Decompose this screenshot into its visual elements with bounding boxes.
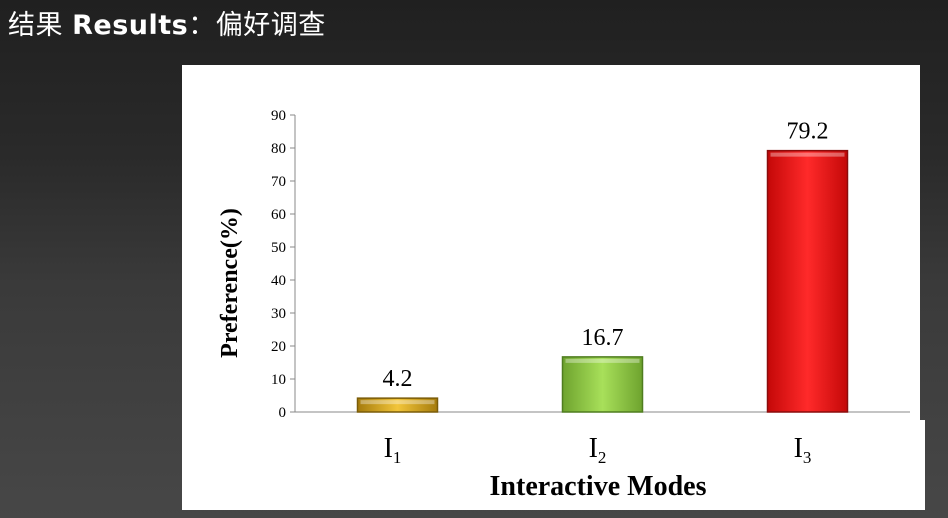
- chart-panel: 0 10 20 30 40 50 60 70 80 90 I1 I2 I3 4.2 16.7 79.2 P…: [182, 65, 920, 510]
- y-tick-label: 20: [271, 339, 286, 355]
- slide-title-cn: 结果: [8, 10, 63, 41]
- y-tick-label: 10: [271, 372, 286, 388]
- bar-bevel-top: [565, 358, 640, 363]
- bar-i3: [766, 149, 849, 413]
- bar-body: [356, 397, 439, 413]
- y-tick-label: 30: [271, 306, 286, 322]
- slide-title-en: Results: [72, 10, 189, 41]
- y-tick-label: 0: [279, 405, 287, 421]
- bar-chart: 0 10 20 30 40 50 60 70 80 90 I1 I2 I3 4.2 16.7 79.2 P…: [217, 108, 910, 502]
- y-axis-label: Preference(%): [217, 208, 243, 358]
- slide-title: 结果 Results：偏好调查: [8, 6, 326, 46]
- x-axis-label: Interactive Modes: [490, 471, 707, 502]
- bar-i1: [356, 397, 439, 413]
- y-tick-label: 40: [271, 273, 286, 289]
- bar-i2: [561, 356, 644, 413]
- y-tick-label: 80: [271, 141, 286, 157]
- bar-body: [766, 149, 849, 413]
- slide-title-sep: ：: [188, 10, 216, 41]
- y-tick-label: 60: [271, 207, 286, 223]
- y-tick-label: 70: [271, 174, 286, 190]
- bar-data-label: 4.2: [383, 366, 413, 392]
- y-tick-label: 50: [271, 240, 286, 256]
- slide-title-cn2: 偏好调查: [215, 10, 326, 41]
- bar-bevel-top: [360, 400, 435, 405]
- bar-body: [561, 356, 644, 413]
- bar-data-label: 16.7: [582, 325, 624, 351]
- y-tick-label: 90: [271, 108, 286, 124]
- bar-data-label: 79.2: [787, 119, 829, 145]
- x-tick-label: I1: [384, 433, 402, 467]
- x-tick-label: I2: [589, 433, 607, 467]
- x-tick-label: I3: [794, 433, 812, 467]
- chart-panel-edge: [920, 420, 925, 510]
- bar-bevel-top: [770, 152, 845, 157]
